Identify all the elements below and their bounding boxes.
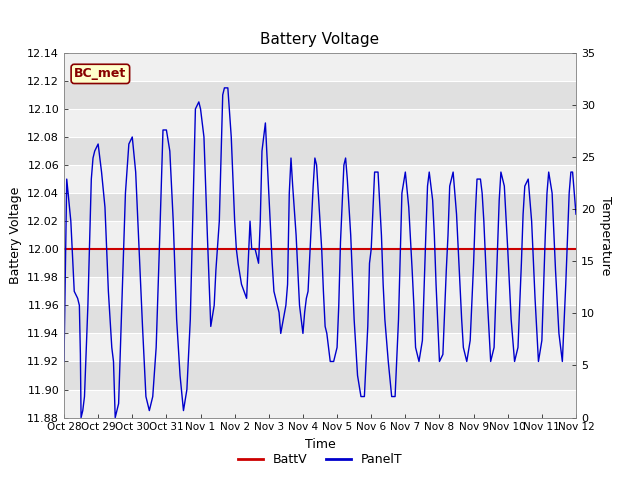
Bar — [64, 137, 576, 165]
Bar — [64, 53, 576, 81]
Legend: BattV, PanelT: BattV, PanelT — [232, 448, 408, 471]
Bar — [64, 277, 576, 305]
Text: BC_met: BC_met — [74, 67, 127, 80]
Bar — [64, 165, 576, 193]
Bar — [64, 249, 576, 277]
Bar — [64, 334, 576, 361]
Bar — [64, 305, 576, 334]
Bar — [64, 109, 576, 137]
Bar — [64, 221, 576, 249]
Y-axis label: Battery Voltage: Battery Voltage — [9, 187, 22, 284]
Title: Battery Voltage: Battery Voltage — [260, 33, 380, 48]
Bar — [64, 81, 576, 109]
Bar — [64, 361, 576, 390]
Y-axis label: Temperature: Temperature — [598, 195, 612, 275]
X-axis label: Time: Time — [305, 438, 335, 451]
Bar — [64, 390, 576, 418]
Bar — [64, 193, 576, 221]
